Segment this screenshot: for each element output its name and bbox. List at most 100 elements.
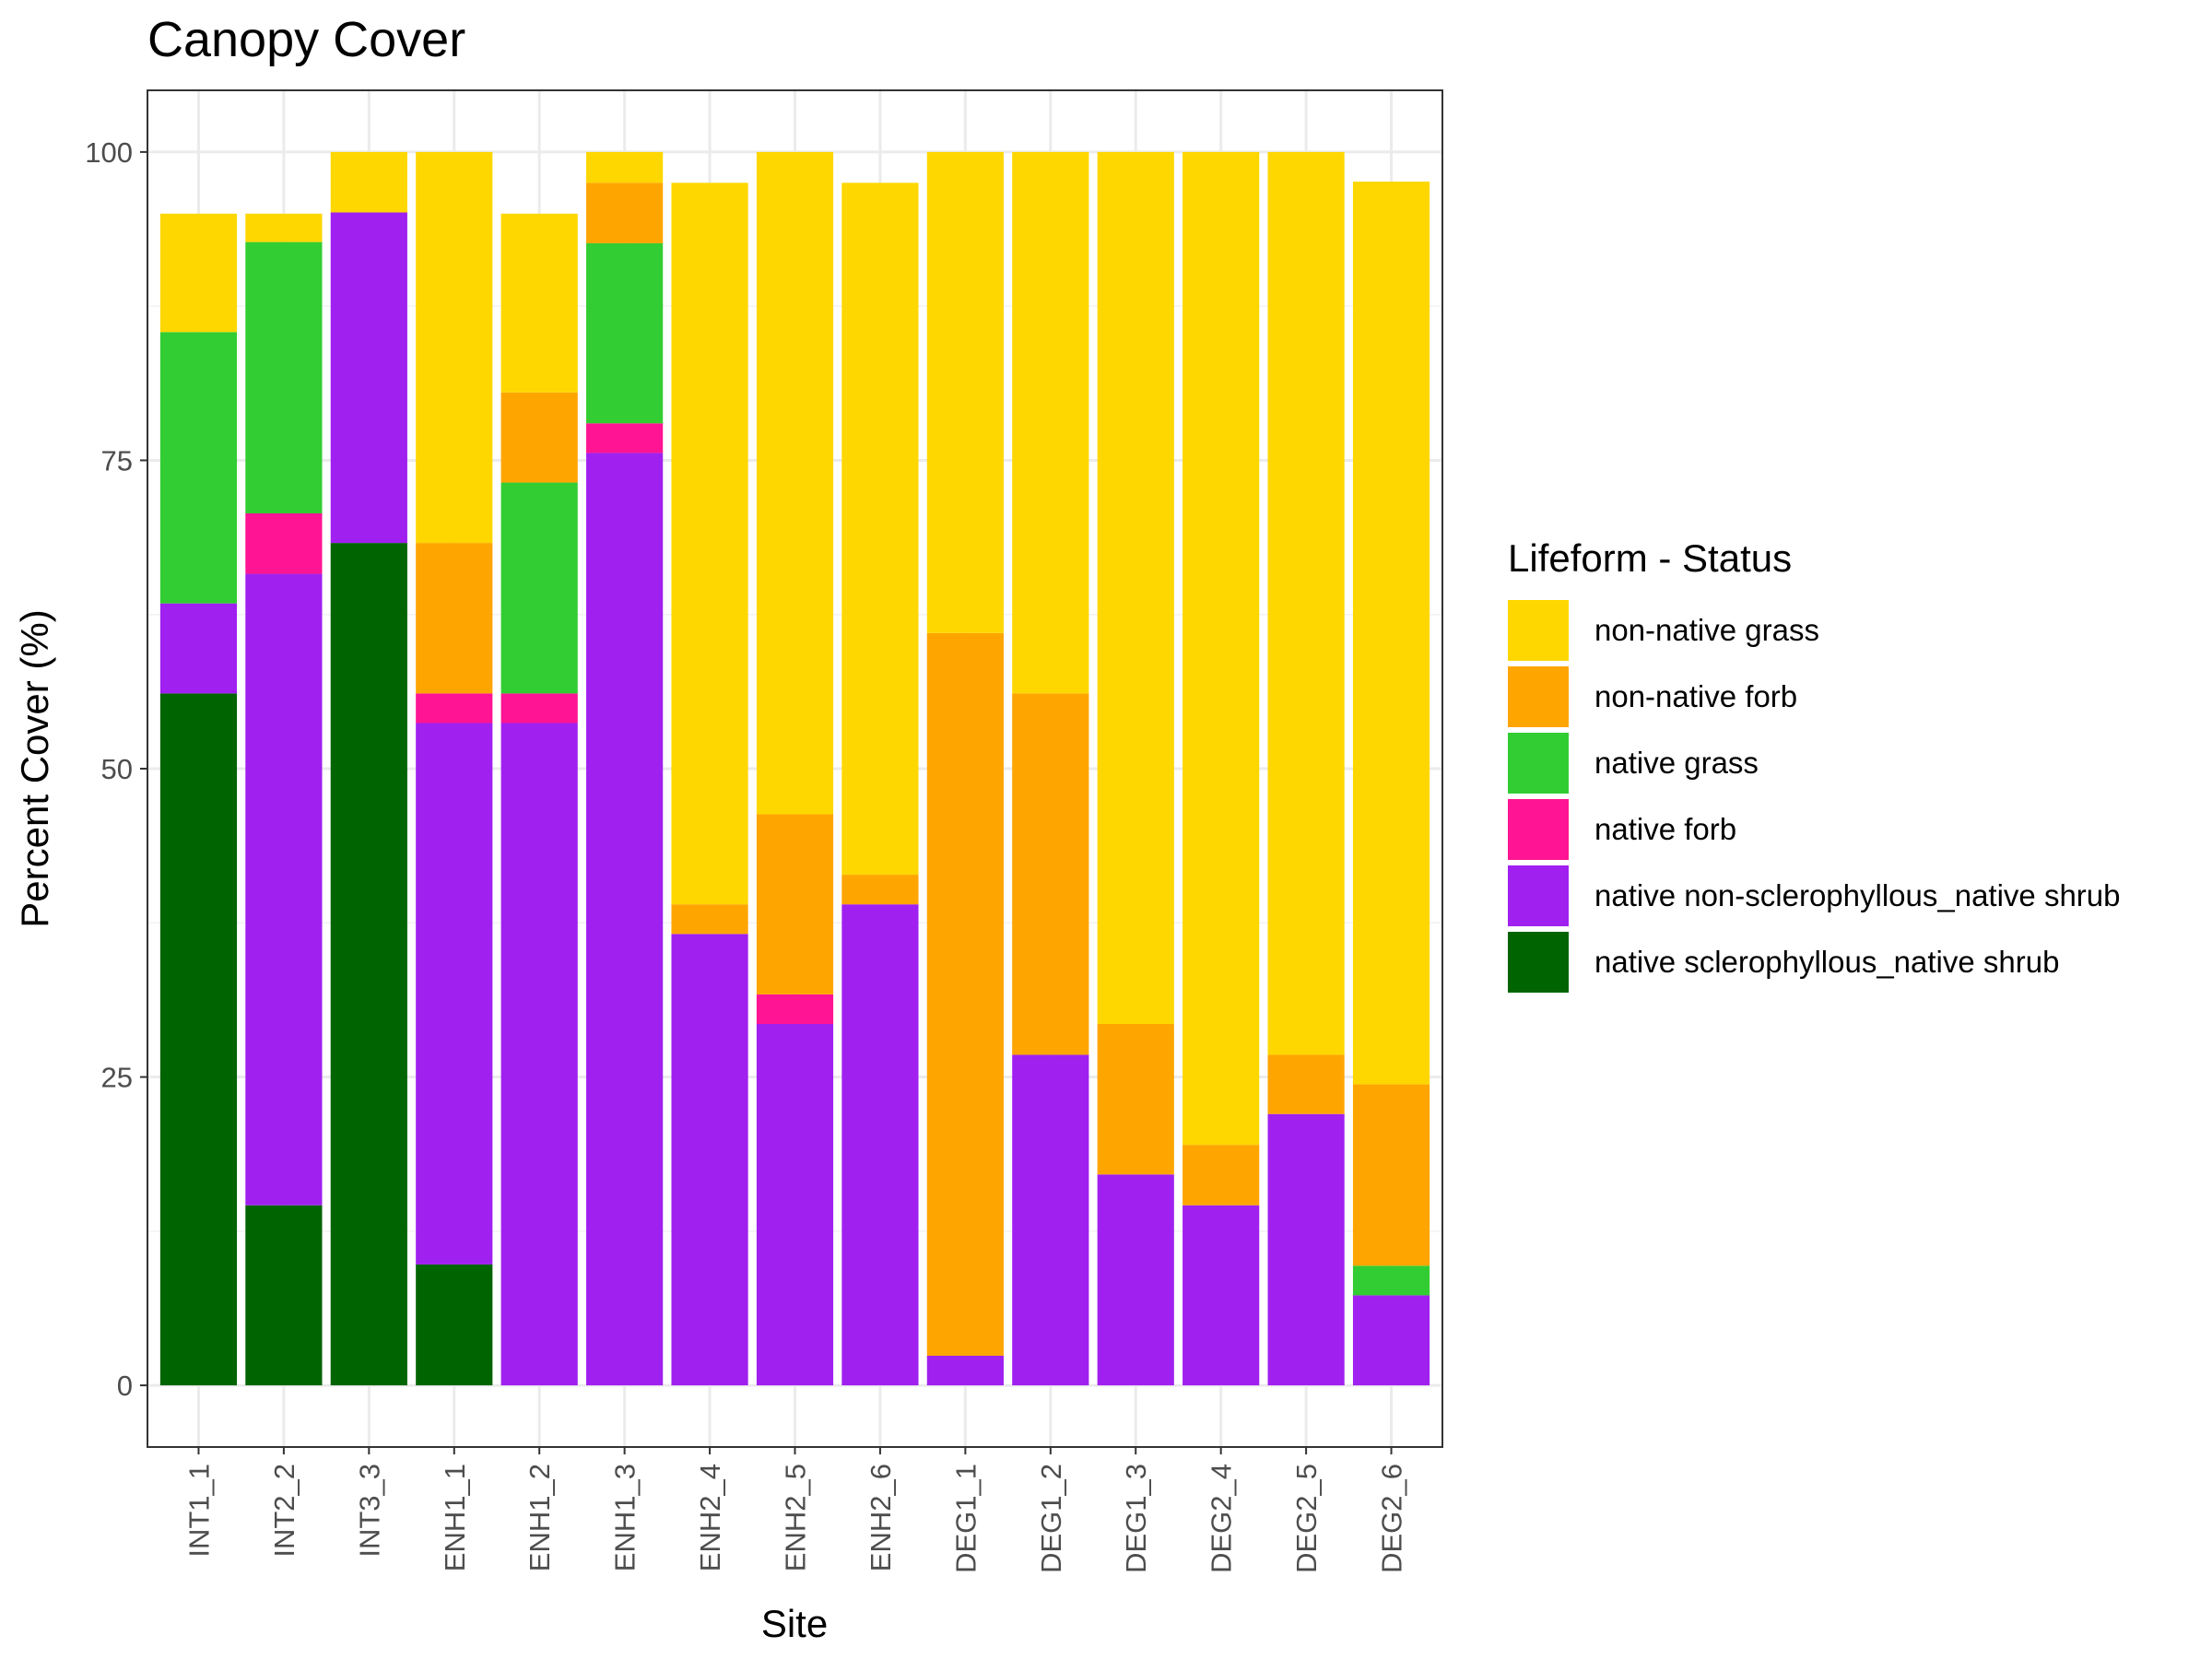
legend-label: native grass [1594, 746, 1759, 780]
bar-segment [245, 512, 323, 574]
bar-segment [330, 151, 407, 213]
bar-segment [1097, 1174, 1174, 1386]
bar-segment [500, 213, 578, 393]
bar-segment [159, 332, 238, 604]
x-tick-label: ENH2_5 [780, 1464, 812, 1571]
x-tick-label: ENH1_1 [439, 1464, 471, 1571]
legend-item: native grass [1508, 730, 2121, 796]
bar-segment [245, 573, 323, 1206]
legend-item: native non-sclerophyllous_native shrub [1508, 863, 2121, 929]
x-tick-label: DEG1_3 [1120, 1464, 1152, 1573]
x-tick-label: DEG1_1 [949, 1464, 982, 1573]
bar-segment [1352, 1084, 1430, 1266]
legend-swatch [1508, 600, 1569, 661]
legend-items: non-native grass non-native forb native gr… [1508, 597, 2121, 995]
x-tick-label: DEG2_5 [1290, 1464, 1323, 1573]
bar-segment [416, 151, 493, 544]
bar-segment [1182, 1145, 1260, 1206]
legend-swatch [1508, 865, 1569, 926]
bar-segment [1267, 1113, 1345, 1386]
legend-label: non-native grass [1594, 613, 1819, 647]
legend-title: Lifeform - Status [1508, 536, 1793, 580]
bar-segment [245, 1205, 323, 1386]
bar-segment [1352, 1295, 1430, 1386]
legend-label: native non-sclerophyllous_native shrub [1594, 878, 2121, 912]
bar-segment [330, 543, 407, 1386]
legend-label: native forb [1594, 812, 1737, 846]
bar-segment [841, 875, 919, 905]
bar-segment [756, 814, 834, 994]
x-tick-label: INT2_2 [268, 1464, 300, 1558]
bar-segment [1182, 1205, 1260, 1386]
bar-segment [1012, 1054, 1089, 1386]
bar-segment [586, 423, 664, 453]
bar-segment [1097, 1024, 1174, 1175]
axes: 0 25 50 75 100 INT1_1 INT2_2 INT3_3 ENH1_1 ENH1_2… [85, 136, 1407, 1573]
legend-item: native sclerophyllous_native shrub [1508, 929, 2121, 995]
bar-segment [586, 182, 664, 243]
bar-segment [500, 392, 578, 483]
bar-segment [416, 693, 493, 724]
legend-label: non-native forb [1594, 679, 1798, 713]
bar-segment [756, 151, 834, 815]
y-tick-label: 75 [101, 444, 133, 477]
bar-segment [416, 543, 493, 694]
bar-segment [500, 693, 578, 724]
bar-segment [1267, 1054, 1345, 1114]
bar-segment [159, 213, 238, 333]
chart-title: Canopy Cover [147, 12, 466, 67]
bar-segment [159, 693, 238, 1386]
bar-segment [671, 182, 748, 905]
bar-segment [500, 723, 578, 1386]
y-tick-label: 0 [117, 1370, 133, 1402]
y-tick-label: 50 [101, 753, 133, 785]
x-axis-title: Site [761, 1602, 828, 1645]
x-tick-label: ENH1_3 [609, 1464, 641, 1571]
bar-segment [159, 603, 238, 694]
bar-segment [500, 482, 578, 694]
legend-swatch [1508, 799, 1569, 860]
x-tick-label: INT1_1 [182, 1464, 215, 1558]
bar-segment [926, 151, 1004, 633]
bar-segment [1352, 182, 1430, 1085]
bar-segment [1012, 693, 1089, 1055]
bar-segment [245, 213, 323, 242]
x-tick-label: ENH1_2 [524, 1464, 556, 1571]
x-tick-label: DEG1_2 [1035, 1464, 1067, 1573]
x-tick-label: DEG2_4 [1206, 1464, 1238, 1573]
legend-swatch [1508, 666, 1569, 727]
bar-segment [586, 453, 664, 1386]
bar-segment [1352, 1265, 1430, 1296]
bar-segment [416, 723, 493, 1265]
bar-segment [1012, 151, 1089, 694]
bar-segment [586, 242, 664, 424]
legend-swatch [1508, 932, 1569, 993]
legend: Lifeform - Status non-native grass non-na… [1508, 533, 2121, 995]
y-tick-label: 100 [85, 136, 133, 169]
bar-segment [671, 934, 748, 1386]
x-tick-label: ENH2_6 [865, 1464, 897, 1571]
bar-segment [416, 1264, 493, 1386]
bar-segment [926, 632, 1004, 1356]
bar-segment [926, 1355, 1004, 1386]
legend-item: native forb [1508, 796, 2121, 863]
bar-segment [1267, 151, 1345, 1055]
x-tick-label: ENH2_4 [694, 1464, 726, 1571]
bar-segment [245, 241, 323, 513]
bar-segment [330, 212, 407, 544]
bar-segment [586, 151, 664, 183]
bar-segment [671, 904, 748, 935]
legend-item: non-native forb [1508, 664, 2121, 730]
legend-item: non-native grass [1508, 597, 2121, 664]
bar-segment [1182, 151, 1260, 1146]
bar-segment [1097, 151, 1174, 1025]
bars [159, 151, 1430, 1386]
bar-segment [841, 182, 919, 876]
y-tick-label: 25 [101, 1062, 133, 1094]
bar-segment [841, 904, 919, 1386]
legend-swatch [1508, 733, 1569, 794]
bar-segment [756, 994, 834, 1025]
y-axis-title: Percent Cover (%) [13, 609, 56, 927]
x-tick-label: INT3_3 [353, 1464, 385, 1558]
